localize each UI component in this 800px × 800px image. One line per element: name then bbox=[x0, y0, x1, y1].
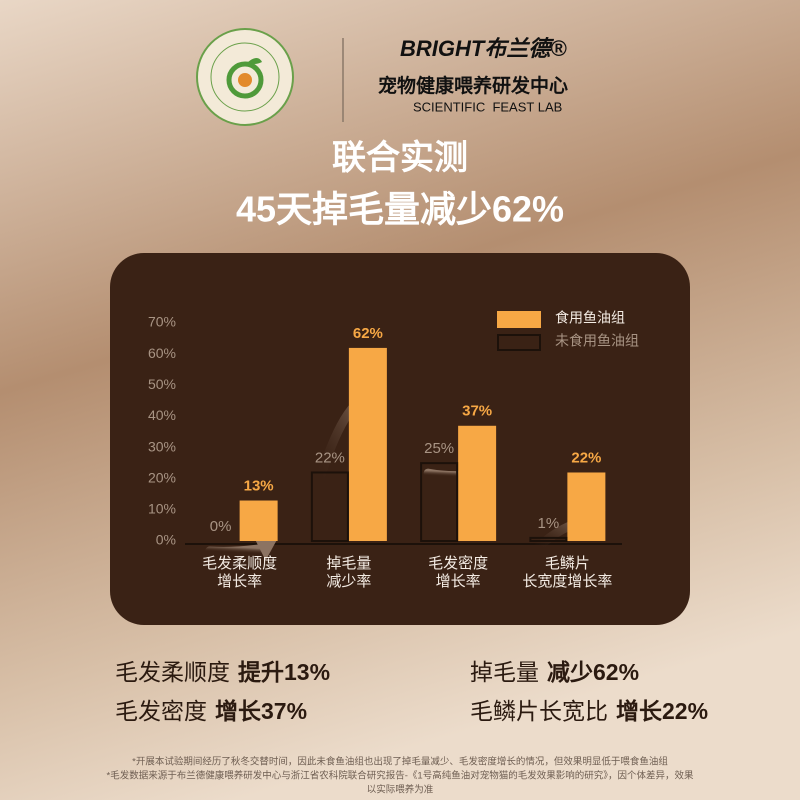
value-label: 22% bbox=[571, 449, 601, 466]
y-tick-label: 40% bbox=[148, 407, 176, 423]
x-tick-label: 毛发密度 bbox=[428, 555, 488, 572]
value-label: 62% bbox=[353, 325, 383, 342]
footnote: 以实际喂养为准 bbox=[367, 784, 434, 796]
x-tick-label: 减少率 bbox=[326, 573, 371, 590]
summary-item: 毛发柔顺度 提升13% bbox=[115, 659, 330, 685]
value-label: 25% bbox=[424, 440, 454, 457]
bar bbox=[239, 500, 278, 541]
legend-swatch bbox=[497, 311, 541, 328]
summary-label: 掉毛量 bbox=[470, 659, 539, 685]
x-tick-label: 毛发柔顺度 bbox=[202, 555, 277, 572]
legend-label: 未食用鱼油组 bbox=[555, 333, 639, 349]
summary-item: 毛发密度 增长37% bbox=[115, 698, 307, 724]
plot: 0%10%20%30%40%50%60%70%13%0%毛发柔顺度增长率62%2… bbox=[148, 310, 639, 590]
x-tick-label: 增长率 bbox=[217, 573, 262, 590]
trend-arrow bbox=[205, 544, 267, 556]
bar bbox=[310, 471, 349, 542]
summary-item: 毛鳞片长宽比 增长22% bbox=[470, 698, 708, 724]
bar bbox=[348, 347, 387, 541]
x-tick-label: 长宽度增长率 bbox=[522, 573, 612, 590]
footnotes: *开展本试验期间经历了秋冬交替时间，因此未食鱼油组也出现了掉毛量减少、毛发密度增… bbox=[107, 756, 694, 796]
y-tick-label: 10% bbox=[148, 501, 176, 517]
x-tick-label: 增长率 bbox=[436, 573, 481, 590]
y-tick-label: 70% bbox=[148, 314, 176, 330]
summary: 毛发柔顺度 提升13% 掉毛量 减少62% 毛发密度 增长37% 毛鳞片长宽比 增长22% bbox=[115, 659, 708, 724]
x-tick-label: 毛鳞片 bbox=[545, 555, 590, 572]
value-label: 22% bbox=[315, 449, 345, 466]
logo bbox=[196, 28, 294, 126]
value-label: 37% bbox=[462, 403, 492, 420]
lab-name: 宠物健康喂养研发中心 bbox=[378, 74, 568, 97]
legend-label: 食用鱼油组 bbox=[555, 310, 625, 326]
summary-value: 增长37% bbox=[215, 698, 307, 724]
y-tick-label: 20% bbox=[148, 469, 176, 485]
footnote: *毛发数据来源于布兰德健康喂养研发中心与浙江省农科院联合研究报告-《1号高纯鱼油… bbox=[107, 770, 694, 782]
summary-label: 毛鳞片长宽比 bbox=[470, 698, 608, 724]
value-label: 0% bbox=[210, 518, 232, 535]
bar bbox=[458, 425, 497, 541]
x-tick-label: 掉毛量 bbox=[326, 555, 371, 572]
summary-value: 减少62% bbox=[547, 659, 639, 685]
bar bbox=[420, 462, 459, 542]
legend-swatch bbox=[497, 334, 541, 351]
brand: BRIGHT布兰德® bbox=[400, 36, 567, 61]
title: 联合实测 bbox=[332, 139, 468, 177]
summary-value: 提升13% bbox=[238, 659, 330, 685]
value-label: 13% bbox=[244, 477, 274, 494]
summary-value: 增长22% bbox=[616, 698, 708, 724]
value-label: 1% bbox=[538, 515, 560, 532]
y-tick-label: 50% bbox=[148, 376, 176, 392]
y-tick-label: 60% bbox=[148, 345, 176, 361]
summary-item: 掉毛量 减少62% bbox=[470, 659, 639, 685]
trend-arrow-head bbox=[253, 536, 278, 561]
summary-label: 毛发柔顺度 bbox=[115, 659, 230, 685]
bar bbox=[529, 536, 568, 543]
footnote: *开展本试验期间经历了秋冬交替时间，因此未食鱼油组也出现了掉毛量减少、毛发密度增… bbox=[132, 756, 668, 768]
title: 45天掉毛量减少62% bbox=[236, 189, 564, 230]
y-tick-label: 30% bbox=[148, 438, 176, 454]
bar bbox=[567, 472, 606, 541]
y-tick-label: 0% bbox=[156, 532, 176, 548]
lab-name-en: SCIENTIFIC FEAST LAB bbox=[413, 99, 562, 114]
summary-label: 毛发密度 bbox=[115, 698, 207, 724]
